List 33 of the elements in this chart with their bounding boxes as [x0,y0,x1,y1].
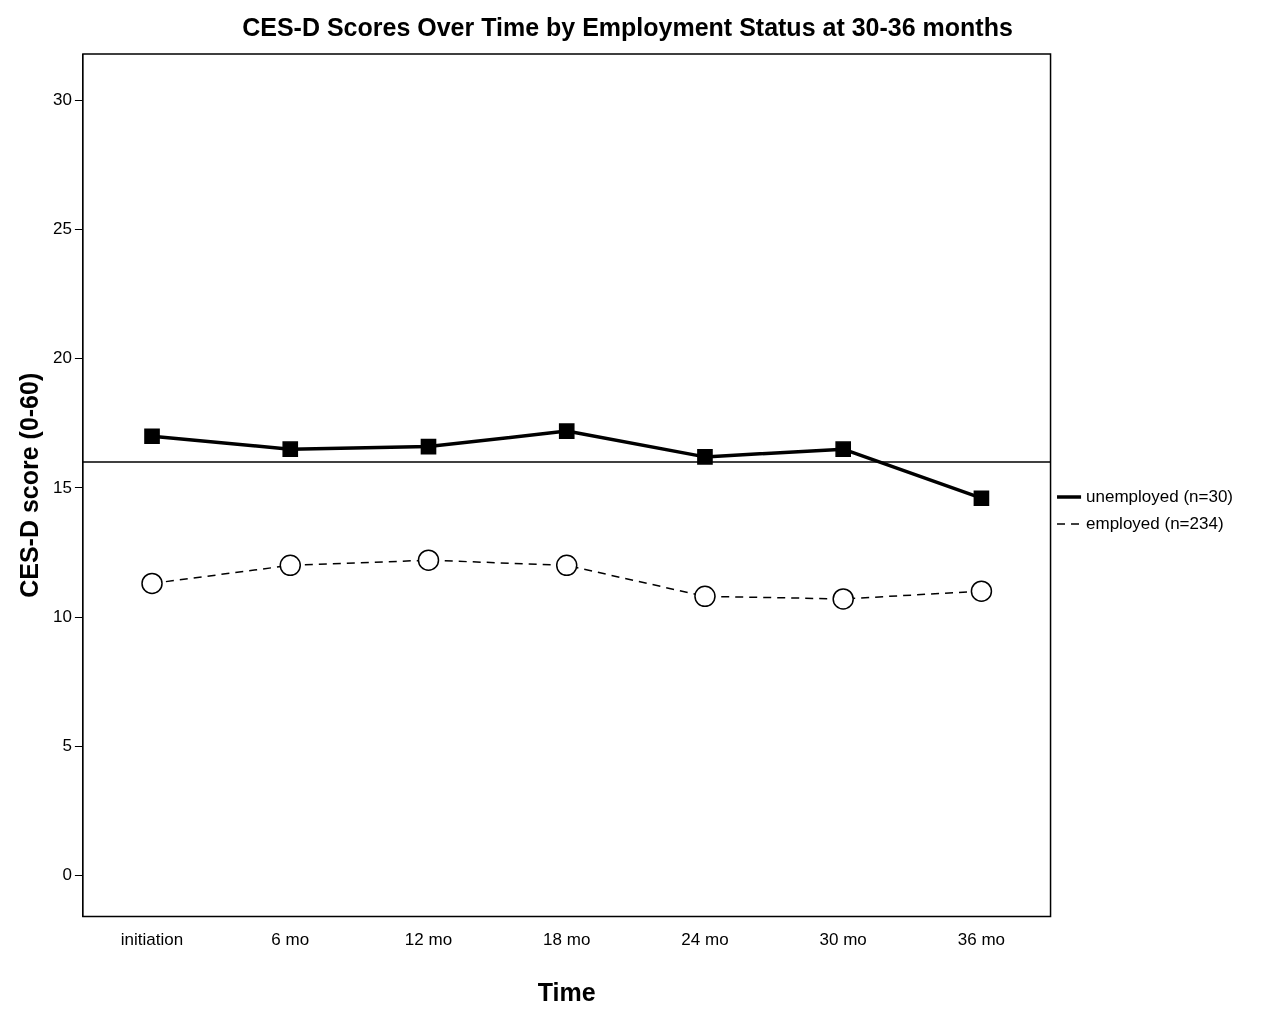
y-tick-label: 5 [62,735,72,755]
x-axis-title: Time [537,977,596,1006]
point [282,441,299,457]
point [417,549,440,571]
point [973,490,990,507]
legend-label: unemployed (n=30) [1086,486,1234,506]
point [279,554,302,577]
point [832,588,854,610]
y-tick-label: 10 [52,606,72,626]
point [835,441,852,457]
x-tick-label: 6 mo [271,930,310,950]
point [141,572,163,595]
y-tick-label: 25 [52,219,72,239]
point [555,554,578,577]
x-tick-label: 24 mo [681,930,729,950]
x-tick-label: 36 mo [957,930,1006,950]
point [697,449,713,465]
point [144,428,160,445]
point [694,585,716,608]
x-tick-label: 30 mo [819,930,867,950]
point [970,580,993,602]
y-tick-label: 30 [52,90,72,110]
x-tick-label: initiation [120,930,184,950]
x-tick-label: 18 mo [543,930,591,950]
legend-label: employed (n=234) [1086,513,1224,533]
point [558,423,575,439]
chart-title: CES-D Scores Over Time by Employment Status at 30-36 months [242,12,1013,41]
y-tick-label: 20 [52,348,72,368]
y-axis-title: CES-D score (0-60) [14,372,43,598]
point [420,438,437,455]
x-tick-label: 12 mo [404,930,453,950]
y-tick-label: 15 [52,477,72,497]
y-tick-label: 0 [62,864,72,884]
